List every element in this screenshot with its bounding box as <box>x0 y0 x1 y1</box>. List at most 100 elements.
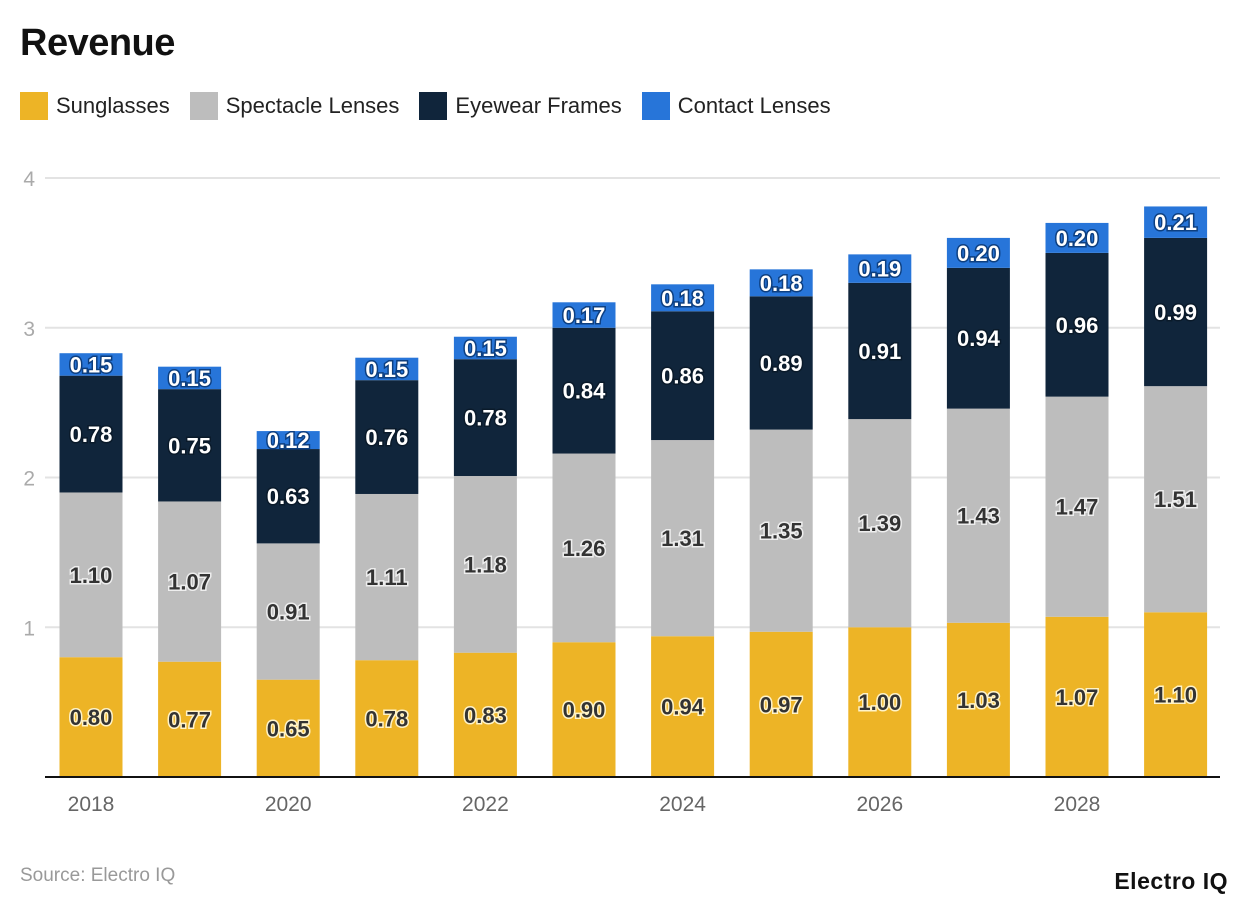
x-tick-label: 2028 <box>1054 793 1101 816</box>
bar-segment <box>552 642 616 777</box>
bar-segment <box>946 622 1010 777</box>
bar-segment <box>946 408 1010 623</box>
legend-item-contact-lenses: Contact Lenses <box>641 92 831 120</box>
data-label: 0.75 <box>168 433 211 458</box>
x-tick-label: 2026 <box>856 793 903 816</box>
data-label: 0.18 <box>760 271 803 296</box>
data-label: 0.15 <box>464 336 507 361</box>
bar-segment <box>256 679 320 777</box>
bar-segment <box>1144 612 1208 777</box>
bar-segment <box>946 267 1010 409</box>
data-label: 0.15 <box>168 366 211 391</box>
data-label: 1.03 <box>957 688 1000 713</box>
bar-segment <box>59 375 123 493</box>
data-label: 1.47 <box>1056 495 1099 520</box>
data-label: 0.15 <box>365 357 408 382</box>
data-label: 0.91 <box>858 339 901 364</box>
data-label: 0.97 <box>760 692 803 717</box>
data-label: 0.12 <box>267 428 310 453</box>
bar-segment <box>158 389 222 502</box>
bar-segment <box>256 449 320 544</box>
data-label: 1.07 <box>168 570 211 595</box>
bar-segment <box>1144 237 1208 387</box>
x-tick-label: 2022 <box>462 793 509 816</box>
data-label: 0.94 <box>957 326 1001 351</box>
bar-segment <box>355 357 419 381</box>
data-label: 1.00 <box>858 690 901 715</box>
y-tick-label: 2 <box>23 468 35 491</box>
data-label: 0.99 <box>1154 300 1197 325</box>
legend-swatch <box>20 92 48 120</box>
bar-segment <box>453 476 517 653</box>
bar-segment <box>453 336 517 360</box>
bar-segment <box>848 419 912 628</box>
data-label: 0.91 <box>267 600 310 625</box>
legend-swatch <box>189 92 218 120</box>
legend-swatch <box>419 92 448 120</box>
data-label: 0.80 <box>70 705 113 730</box>
chart-title: Revenue <box>20 22 175 64</box>
legend-label: Sunglasses <box>56 93 170 118</box>
bar-segment <box>848 254 912 283</box>
x-tick-label: 2018 <box>68 793 115 816</box>
data-label: 0.83 <box>464 703 507 728</box>
data-label: 0.20 <box>957 241 1000 266</box>
bar-segment <box>1045 616 1109 777</box>
data-label: 1.35 <box>760 519 803 544</box>
bar-segment <box>848 282 912 420</box>
data-label: 0.89 <box>760 351 803 376</box>
data-label: 0.20 <box>1056 226 1099 251</box>
bar-segment <box>453 652 517 777</box>
bar-segment <box>749 296 813 430</box>
bar-segment <box>552 327 616 454</box>
data-label: 0.86 <box>661 364 704 389</box>
data-label: 1.43 <box>957 504 1000 529</box>
bar-segment <box>749 429 813 632</box>
legend-label: Contact Lenses <box>677 93 831 118</box>
legend-item-eyewear-frames: Eyewear Frames <box>419 92 622 120</box>
legend-label: Spectacle Lenses <box>225 93 400 118</box>
bar-segment <box>749 631 813 777</box>
bar-segment <box>552 302 616 328</box>
data-label: 0.18 <box>661 286 704 311</box>
legend-item-spectacle-lenses: Spectacle Lenses <box>189 92 400 120</box>
data-label: 0.65 <box>267 716 310 741</box>
bar-segment <box>158 661 222 777</box>
bar-segment <box>59 657 123 777</box>
bar-segment <box>1045 396 1109 617</box>
data-label: 1.26 <box>563 536 606 561</box>
y-tick-label: 3 <box>23 318 35 341</box>
data-label: 0.78 <box>70 422 113 447</box>
y-tick-label: 4 <box>23 168 35 191</box>
data-label: 0.76 <box>365 425 408 450</box>
source-note: Source: Electro IQ <box>20 865 176 886</box>
data-label: 0.17 <box>563 303 606 328</box>
y-tick-label: 1 <box>23 617 35 640</box>
bar-segment <box>355 380 419 494</box>
bar-segment <box>1045 222 1109 253</box>
data-label: 1.18 <box>464 552 507 577</box>
bar-segment <box>158 501 222 662</box>
data-label: 0.84 <box>563 379 607 404</box>
data-label: 1.10 <box>70 563 113 588</box>
bar-segment <box>59 492 123 658</box>
x-tick-label: 2020 <box>265 793 312 816</box>
data-label: 1.39 <box>858 511 901 536</box>
bar-segment <box>651 284 715 312</box>
data-label: 1.51 <box>1154 487 1197 512</box>
x-tick-label: 2024 <box>659 793 706 816</box>
bar-segment <box>158 366 222 390</box>
bar-segment <box>256 431 320 450</box>
data-label: 0.77 <box>168 707 211 732</box>
data-label: 0.96 <box>1056 313 1099 338</box>
bar-segment <box>59 353 123 376</box>
data-label: 0.19 <box>858 257 901 282</box>
legend-swatch <box>641 92 670 120</box>
bar-segment <box>651 636 715 777</box>
data-label: 1.10 <box>1154 683 1197 708</box>
bar-segment <box>1144 206 1208 238</box>
data-label: 1.31 <box>661 526 704 551</box>
bar-segment <box>651 311 715 441</box>
electro-iq-logo: Electro IQ <box>1114 868 1228 894</box>
